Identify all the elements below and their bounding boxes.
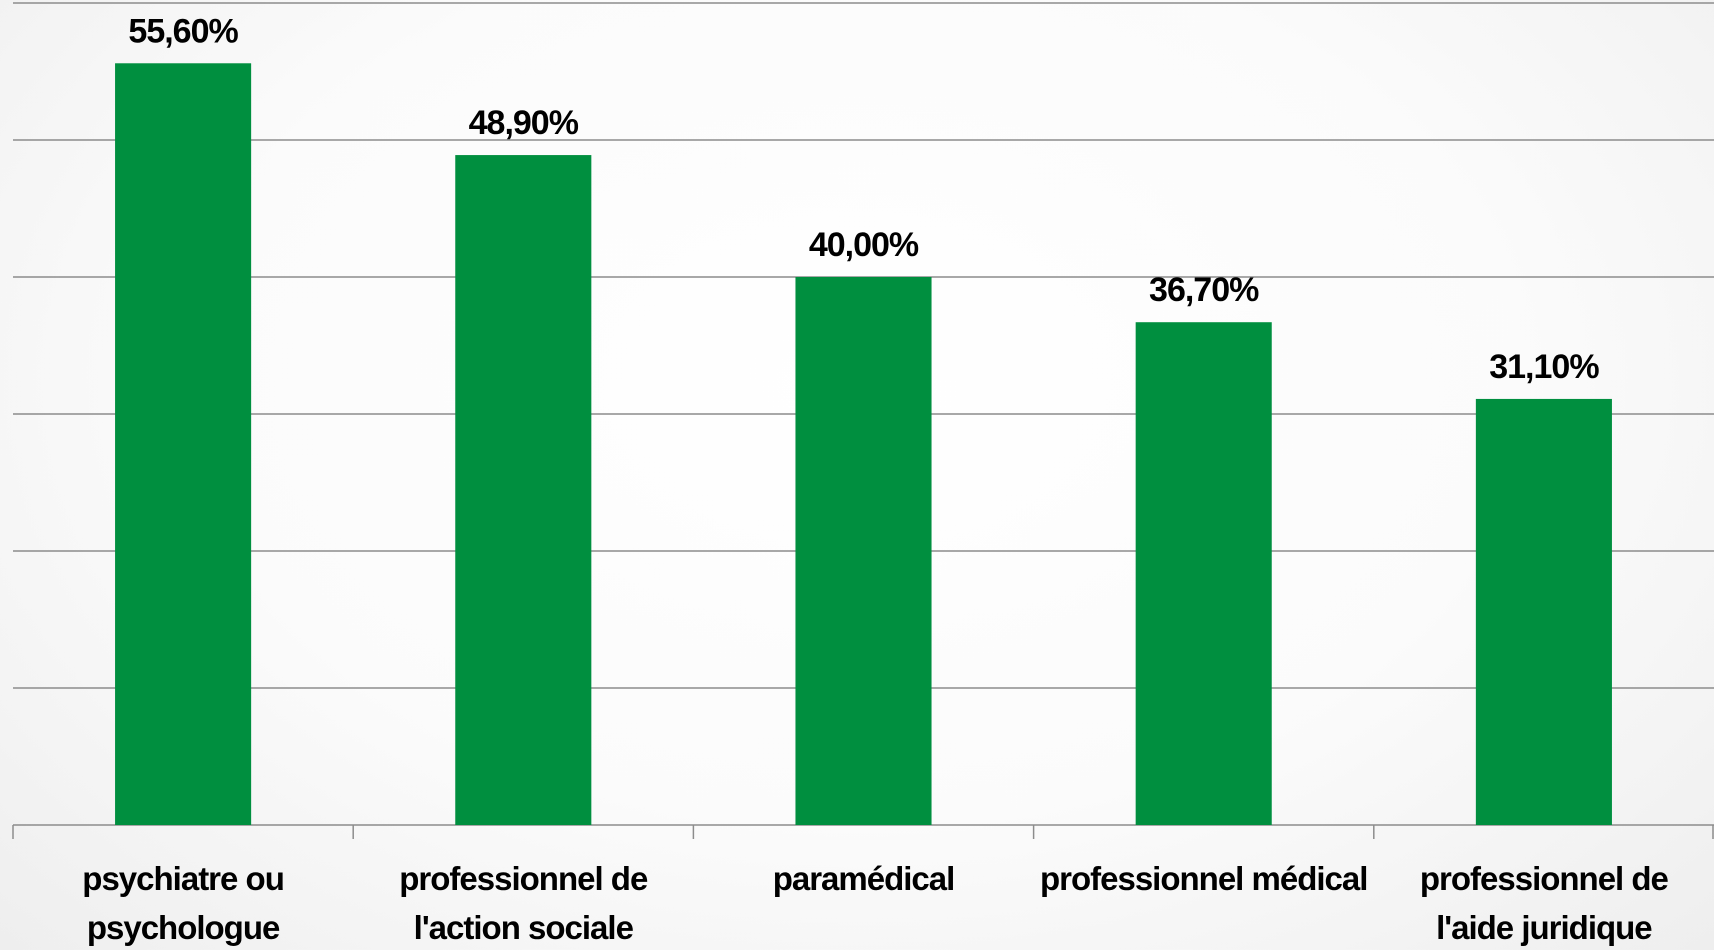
bar — [1135, 322, 1272, 825]
value-label: 31,10% — [1489, 348, 1599, 386]
value-label: 48,90% — [469, 104, 579, 142]
x-tick-label: psychiatre ou psychologue — [82, 860, 285, 946]
bar — [1475, 398, 1612, 825]
bar — [795, 277, 932, 825]
x-tick-label: paramédical — [772, 860, 956, 897]
x-tick-label: professionnel de l'aide juridique — [1419, 860, 1669, 946]
bar — [455, 155, 592, 825]
x-tick-label: professionnel médical — [1039, 860, 1368, 897]
value-label: 40,00% — [809, 226, 919, 264]
value-label: 55,60% — [128, 12, 238, 50]
bar — [115, 63, 252, 825]
x-tick-label: professionnel de l'action sociale — [399, 860, 648, 946]
value-label: 36,70% — [1149, 271, 1259, 309]
